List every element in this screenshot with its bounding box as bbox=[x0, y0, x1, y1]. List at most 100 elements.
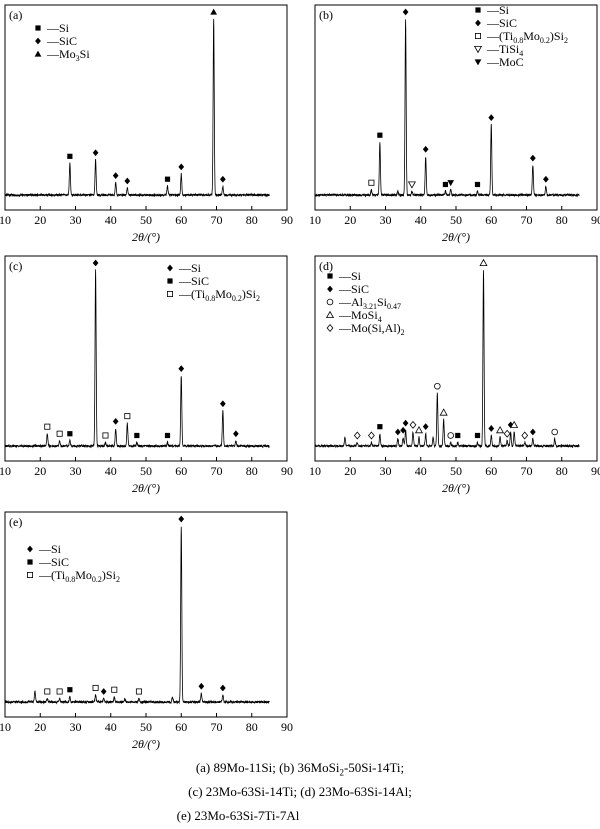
legend-marker-triangle-down bbox=[474, 59, 482, 66]
x-tick-label: 90 bbox=[281, 464, 293, 478]
peak-marker-diamond bbox=[422, 145, 429, 153]
legend-entry: —(Ti0.8Mo0.2)Si2 bbox=[486, 29, 568, 45]
peak-marker-diamond bbox=[507, 421, 514, 429]
legend-entry: —SiC bbox=[38, 555, 69, 569]
x-tick-label: 10 bbox=[0, 464, 11, 478]
legend-marker-open-square bbox=[166, 290, 173, 297]
xrd-pattern-line bbox=[314, 270, 580, 449]
peak-marker-square bbox=[67, 431, 73, 437]
x-tick-label: 40 bbox=[105, 464, 117, 478]
x-tick-label: 20 bbox=[344, 464, 356, 478]
legend: —Si—SiC—(Ti0.8Mo0.2)Si2 bbox=[166, 261, 260, 303]
legend: —Si—SiC—(Ti0.8Mo0.2)Si2—TiSi4—MoC bbox=[473, 3, 568, 69]
peak-marker-diamond bbox=[178, 163, 185, 171]
x-axis: 10 20 30 40 50 60 70 80 90 bbox=[0, 457, 293, 478]
x-tick-label: 70 bbox=[211, 720, 223, 734]
x-tick-label: 50 bbox=[450, 213, 462, 227]
legend-marker-triangle bbox=[34, 50, 42, 57]
x-tick-label: 60 bbox=[485, 464, 497, 478]
x-tick-label: 30 bbox=[380, 213, 392, 227]
peak-marker-diamond bbox=[112, 418, 119, 425]
legend-entry: —SiC bbox=[178, 274, 209, 288]
x-tick-label: 30 bbox=[380, 464, 392, 478]
x-axis-label: 2θ/(°) bbox=[132, 481, 160, 495]
peak-marker-diamond bbox=[488, 425, 495, 432]
legend-marker-open-square bbox=[474, 33, 481, 40]
peak-marker-open-square bbox=[124, 413, 131, 420]
x-axis: 10 20 30 40 50 60 70 80 90 bbox=[0, 206, 293, 227]
caption-line-2: (c) 23Mo-63Si-14Ti; (d) 23Mo-63Si-14Al; bbox=[188, 784, 412, 799]
x-tick-label: 80 bbox=[556, 213, 568, 227]
legend-entry: —Si bbox=[46, 21, 70, 35]
x-tick-label: 30 bbox=[70, 720, 82, 734]
peak-marker-open-square bbox=[44, 688, 51, 695]
peak-marker-diamond bbox=[178, 515, 185, 523]
peak-marker-diamond bbox=[100, 688, 107, 695]
peak-marker-diamond bbox=[529, 154, 536, 162]
legend-entry: —(Ti0.8Mo0.2)Si2 bbox=[38, 568, 120, 584]
x-tick-label: 50 bbox=[450, 464, 462, 478]
x-tick-label: 90 bbox=[591, 464, 600, 478]
x-tick-label: 70 bbox=[211, 464, 223, 478]
x-tick-label: 80 bbox=[246, 213, 258, 227]
peak-marker-square bbox=[67, 687, 73, 693]
legend-marker-diamond bbox=[167, 264, 173, 272]
x-tick-label: 30 bbox=[70, 464, 82, 478]
peak-marker-diamond bbox=[402, 8, 409, 16]
legend-entry: —Si bbox=[338, 269, 362, 283]
x-axis: 10 20 30 40 50 60 70 80 90 bbox=[309, 457, 600, 478]
legend-entry: —Si bbox=[178, 261, 202, 275]
x-tick-label: 40 bbox=[105, 213, 117, 227]
legend-marker-square bbox=[327, 273, 333, 279]
peak-markers bbox=[44, 515, 226, 695]
peak-markers bbox=[353, 258, 558, 440]
panel-label: (d) bbox=[319, 259, 333, 273]
xrd-pattern-line bbox=[4, 269, 270, 449]
x-axis-label: 2θ/(°) bbox=[132, 737, 160, 751]
caption-line-1: (a) 89Mo-11Si; (b) 36MoSi2-50Si-14Ti; bbox=[195, 760, 405, 778]
peak-marker-open-square bbox=[111, 686, 118, 693]
x-axis: 10 20 30 40 50 60 70 80 90 bbox=[309, 206, 600, 227]
x-tick-label: 20 bbox=[34, 213, 46, 227]
peak-marker-diamond bbox=[124, 177, 131, 185]
x-tick-label: 40 bbox=[105, 720, 117, 734]
peak-marker-diamond bbox=[92, 149, 99, 157]
x-tick-label: 40 bbox=[415, 213, 427, 227]
legend-entry: —Si bbox=[486, 3, 510, 17]
peak-marker-square bbox=[474, 432, 481, 439]
x-tick-label: 70 bbox=[211, 213, 223, 227]
legend-entry: —SiC bbox=[486, 16, 517, 30]
peak-marker-open-square bbox=[92, 684, 99, 691]
peak-markers bbox=[44, 259, 239, 439]
legend-marker-diamond bbox=[327, 285, 333, 293]
caption-line-3: (e) 23Mo-63Si-7Ti-7Al bbox=[176, 808, 300, 823]
x-tick-label: 80 bbox=[246, 464, 258, 478]
peak-marker-circle bbox=[447, 432, 454, 439]
peak-marker-open-square bbox=[44, 423, 51, 430]
plot-frame bbox=[314, 255, 598, 462]
legend-entry: —MoSi4 bbox=[338, 308, 382, 324]
peak-marker-open-triangle bbox=[439, 408, 448, 416]
legend-marker-diamond bbox=[35, 37, 41, 45]
peak-marker-diamond bbox=[422, 423, 429, 431]
x-tick-label: 60 bbox=[485, 213, 497, 227]
x-tick-label: 90 bbox=[281, 213, 293, 227]
x-tick-label: 90 bbox=[281, 720, 293, 734]
peak-marker-square bbox=[164, 176, 171, 182]
plot-frame bbox=[4, 511, 288, 718]
panel-label: (c) bbox=[9, 259, 22, 273]
peak-marker-circle bbox=[434, 382, 441, 390]
peak-marker-diamond bbox=[219, 175, 226, 183]
x-tick-label: 60 bbox=[175, 464, 187, 478]
legend-entry: —SiC bbox=[46, 34, 77, 48]
legend: —Si—SiC—Al3.21Si0.47—MoSi4—Mo(Si,Al)2 bbox=[325, 269, 405, 337]
legend-marker-square bbox=[27, 559, 33, 565]
x-tick-label: 90 bbox=[591, 213, 600, 227]
peak-marker-square bbox=[455, 432, 461, 439]
x-tick-label: 50 bbox=[140, 720, 152, 734]
x-tick-label: 20 bbox=[344, 213, 356, 227]
x-tick-label: 70 bbox=[521, 464, 533, 478]
